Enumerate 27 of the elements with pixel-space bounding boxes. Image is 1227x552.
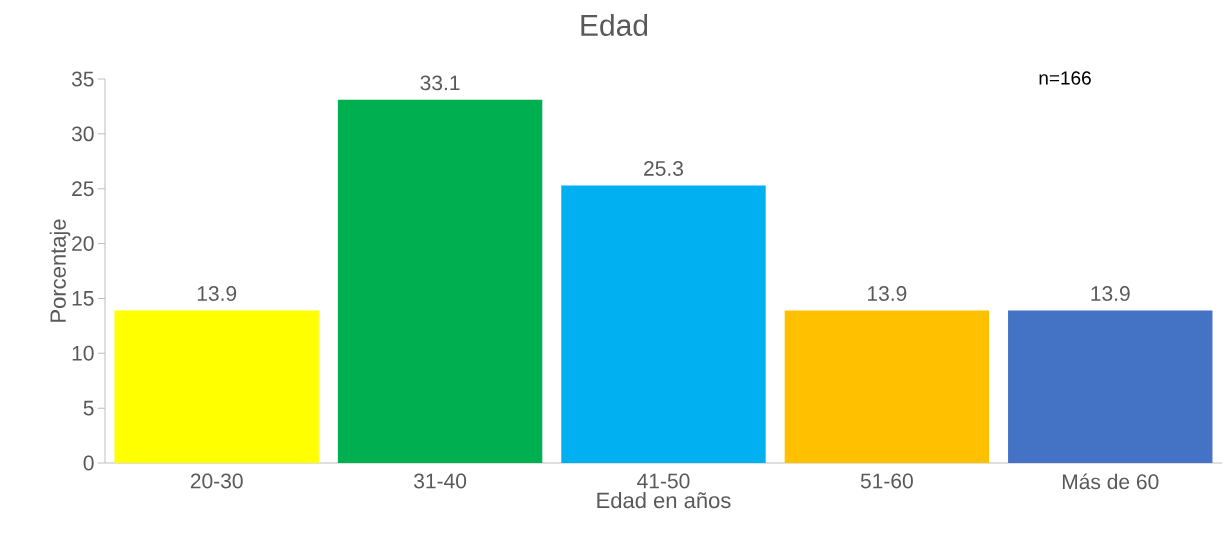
annotation: n=166 (1039, 71, 1091, 85)
y-tick-label: 10 (72, 345, 94, 361)
x-axis-title: Edad en años (597, 492, 731, 509)
y-tick-label: 30 (71, 126, 94, 142)
y-tick-label: 35 (71, 71, 94, 87)
bar (561, 185, 766, 463)
x-tick-label: 41-50 (637, 473, 690, 489)
y-axis-title: Porcentaje (49, 219, 71, 322)
data-label: 13.9 (1091, 286, 1130, 301)
data-label: 13.9 (868, 286, 907, 301)
bar (1008, 310, 1213, 463)
y-tick-label: 0 (83, 455, 94, 471)
x-tick-label: 20-30 (190, 473, 243, 489)
data-label: 33.1 (420, 75, 460, 91)
y-tick-label: 25 (72, 181, 94, 197)
chart-title: Edad (581, 13, 648, 37)
bar (784, 310, 990, 463)
y-tick-label: 20 (72, 236, 94, 251)
x-tick-label: Más de 60 (1062, 473, 1159, 490)
x-tick-label: 31-40 (414, 473, 467, 489)
data-label: 13.9 (197, 286, 237, 301)
bar (337, 99, 543, 463)
x-tick-label: 51-60 (860, 473, 913, 489)
y-tick-label: 15 (72, 291, 94, 306)
bar (114, 310, 319, 463)
data-label: 25.3 (644, 161, 683, 176)
y-tick-label: 5 (83, 400, 94, 416)
